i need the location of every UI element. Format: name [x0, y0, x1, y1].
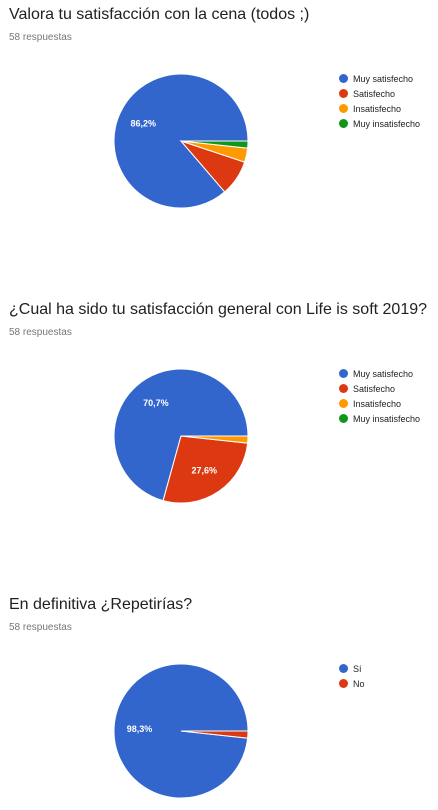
legend-swatch-icon — [339, 119, 348, 128]
pie-slice-0[interactable] — [113, 368, 249, 502]
chart-title: Valora tu satisfacción con la cena (todo… — [9, 6, 310, 23]
legend-swatch-icon — [339, 664, 348, 673]
legend-item[interactable]: Insatisfecho — [339, 396, 420, 411]
slice-data-label: 98,3% — [127, 724, 153, 734]
pie-slice-3[interactable] — [180, 140, 249, 149]
legend-item[interactable]: Satisfecho — [339, 86, 420, 101]
legend-label: Muy satisfecho — [353, 368, 414, 379]
legend-label: Insatisfecho — [353, 103, 402, 114]
legend-swatch-icon — [339, 679, 348, 688]
legend-swatch-icon — [339, 414, 348, 423]
legend-label: No — [353, 678, 365, 689]
legend-item[interactable]: Satisfecho — [339, 381, 420, 396]
legend-label: Muy insatisfecho — [353, 118, 421, 129]
slice-data-label: 27,6% — [192, 465, 218, 475]
pie-chart: 98,3% — [113, 663, 249, 799]
chart-legend: Muy satisfecho Satisfecho Insatisfecho M… — [339, 71, 420, 131]
legend-label: Muy insatisfecho — [353, 413, 421, 424]
legend-swatch-icon — [339, 104, 348, 113]
legend-item[interactable]: Insatisfecho — [339, 101, 420, 116]
legend-label: Muy satisfecho — [353, 73, 414, 84]
legend-label: Sí — [353, 663, 362, 674]
chart-section-1: Valora tu satisfacción con la cena (todo… — [0, 0, 438, 295]
chart-section-2: ¿Cual ha sido tu satisfacción general co… — [0, 295, 438, 590]
pie-slice-2[interactable] — [180, 435, 249, 444]
response-count: 58 respuestas — [9, 32, 72, 43]
chart-section-3: En definitiva ¿Repetirías? 58 respuestas… — [0, 590, 438, 810]
legend-item[interactable]: No — [339, 676, 365, 691]
pie-chart: 86,2% — [113, 73, 249, 209]
legend-item[interactable]: Muy insatisfecho — [339, 116, 420, 131]
legend-swatch-icon — [339, 89, 348, 98]
legend-label: Satisfecho — [353, 383, 396, 394]
pie-slice-1[interactable] — [162, 435, 249, 504]
legend-label: Insatisfecho — [353, 398, 402, 409]
legend-swatch-icon — [339, 384, 348, 393]
chart-legend: Sí No — [339, 661, 365, 691]
legend-item[interactable]: Muy satisfecho — [339, 71, 420, 86]
pie-chart: 70,7% 27,6% — [113, 368, 249, 504]
legend-label: Satisfecho — [353, 88, 396, 99]
chart-title: ¿Cual ha sido tu satisfacción general co… — [9, 301, 428, 318]
response-count: 58 respuestas — [9, 622, 72, 633]
slice-data-label: 86,2% — [131, 119, 157, 129]
pie-slice-1[interactable] — [180, 730, 249, 739]
legend-item[interactable]: Muy insatisfecho — [339, 411, 420, 426]
slice-data-label: 70,7% — [143, 398, 169, 408]
legend-swatch-icon — [339, 399, 348, 408]
legend-item[interactable]: Sí — [339, 661, 365, 676]
legend-swatch-icon — [339, 74, 348, 83]
legend-swatch-icon — [339, 369, 348, 378]
chart-legend: Muy satisfecho Satisfecho Insatisfecho M… — [339, 366, 420, 426]
response-count: 58 respuestas — [9, 327, 72, 338]
chart-title: En definitiva ¿Repetirías? — [9, 596, 193, 613]
legend-item[interactable]: Muy satisfecho — [339, 366, 420, 381]
